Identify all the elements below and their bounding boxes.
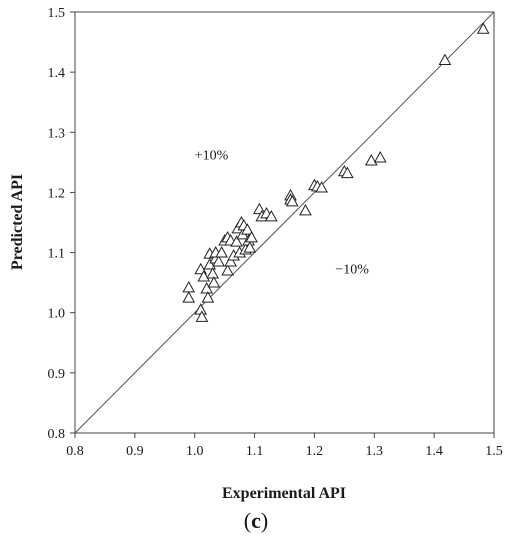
x-tick-label: 1.0 (186, 444, 204, 459)
data-point-triangle (230, 235, 243, 247)
data-point-triangle (221, 264, 234, 276)
y-tick-label: 1.3 (48, 126, 66, 141)
x-axis: 0.8 0.9 1.0 1.1 1.2 1.3 1.4 1.5 (66, 433, 503, 459)
data-point-triangle (364, 154, 378, 166)
data-point-triangle (201, 291, 215, 303)
y-tick-label: 1.2 (48, 186, 66, 201)
x-tick-label: 1.4 (425, 444, 443, 459)
data-point-triangle (241, 223, 254, 235)
data-points (182, 22, 490, 322)
y-tick-label: 0.8 (48, 427, 66, 442)
data-point-triangle (207, 276, 221, 288)
x-axis-title: Experimental API (222, 485, 346, 502)
y-tick-label: 1.4 (48, 66, 66, 81)
data-point-triangle (206, 267, 220, 279)
data-point-triangle (253, 202, 266, 215)
data-point-triangle (245, 231, 258, 243)
data-point-triangle (203, 258, 217, 270)
y-tick-label: 1.0 (48, 307, 66, 322)
data-point-triangle (264, 209, 278, 222)
data-point-triangle (285, 194, 299, 207)
x-tick-label: 0.8 (66, 444, 84, 459)
data-point-triangle (215, 246, 228, 258)
y-tick-label: 1.5 (48, 6, 66, 21)
x-tick-label: 1.5 (485, 444, 503, 459)
y-axis-title: Predicted API (9, 174, 26, 270)
plot-frame (74, 11, 495, 434)
data-point-triangle (299, 203, 312, 216)
x-tick-label: 0.9 (126, 444, 144, 459)
data-point-triangle (197, 270, 211, 282)
figure-caption: (c) (0, 508, 512, 534)
data-point-triangle (224, 255, 237, 267)
x-tick-label: 1.3 (366, 444, 384, 459)
x-tick-label: 1.1 (246, 444, 264, 459)
reference-line (74, 11, 495, 434)
region-annotation: −10% (335, 263, 369, 278)
x-tick-label: 1.2 (306, 444, 324, 459)
caption-open-paren: ( (243, 508, 252, 533)
caption-close-paren: ) (260, 508, 269, 533)
caption-letter: c (251, 508, 261, 533)
annotations: +10% −10% (195, 148, 370, 277)
data-point-triangle (182, 280, 196, 293)
data-point-triangle (243, 241, 257, 253)
data-point-triangle (182, 291, 196, 303)
data-point-triangle (212, 255, 226, 267)
data-point-triangle (476, 22, 490, 34)
y-axis: 0.8 0.9 1.0 1.1 1.2 1.3 1.4 1.5 (48, 6, 75, 442)
data-point-triangle (341, 166, 354, 179)
data-point-triangle (373, 151, 387, 163)
data-point-triangle (200, 282, 214, 294)
region-annotation: +10% (195, 148, 229, 163)
y-tick-label: 0.9 (48, 367, 66, 382)
y-tick-label: 1.1 (48, 247, 66, 262)
data-point-triangle (438, 53, 452, 66)
scatter-chart: 0.8 0.9 1.0 1.1 1.2 1.3 1.4 1.5 0.8 0.9 1.0 1.1 1.2… (9, 6, 503, 502)
data-point-triangle (195, 310, 209, 322)
data-point-triangle (315, 181, 328, 193)
